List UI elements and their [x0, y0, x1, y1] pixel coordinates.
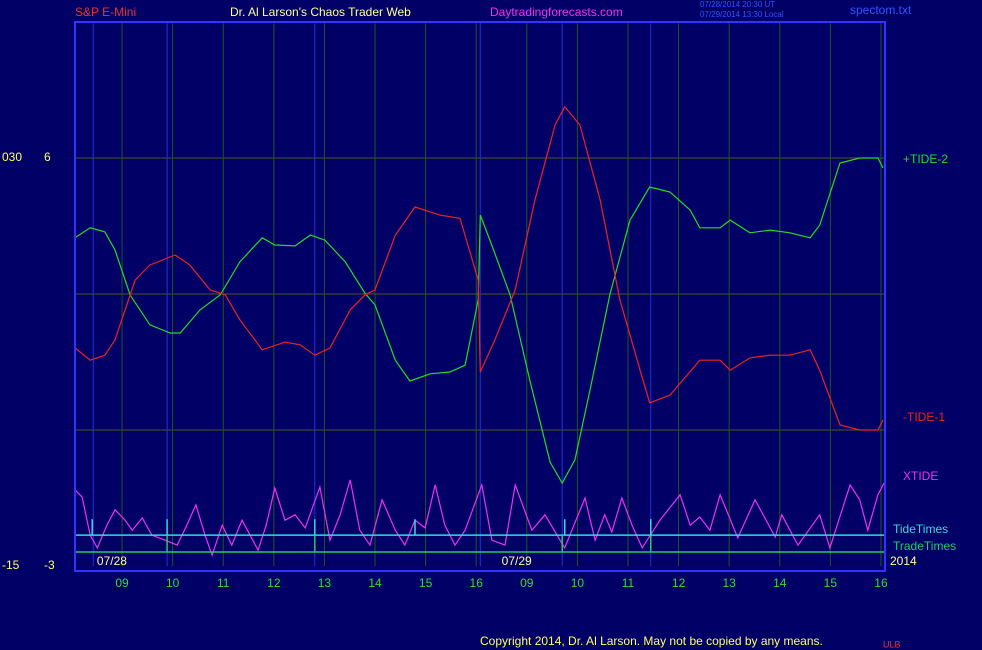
y-tick-label: -3 [44, 558, 55, 572]
legend-label: TideTimes [893, 522, 948, 536]
x-tick-label: 09 [520, 576, 534, 590]
x-tick-label: 10 [571, 576, 585, 590]
series-line [74, 105, 884, 431]
x-tick-label: 12 [267, 576, 281, 590]
time-local: 07/29/2014 13:30 Local [700, 10, 784, 19]
date-label: 07/29 [502, 554, 532, 568]
series-line [74, 479, 885, 557]
x-tick-label: 15 [824, 576, 838, 590]
series-line [74, 157, 884, 485]
date-label: 07/28 [97, 554, 127, 568]
symbol: S&P E-Mini [75, 5, 136, 19]
legend-label: XTIDE [903, 469, 938, 483]
time-ut: 07/28/2014 20:30 UT [700, 0, 775, 9]
legend-label: TradeTimes [893, 539, 956, 553]
x-tick-label: 16 [874, 576, 888, 590]
x-tick-label: 14 [368, 576, 382, 590]
site: Daytradingforecasts.com [490, 5, 623, 19]
copyright: Copyright 2014, Dr. Al Larson. May not b… [480, 634, 823, 648]
x-tick-label: 14 [773, 576, 787, 590]
x-tick-label: 09 [115, 576, 129, 590]
y-tick-label: 6 [44, 150, 51, 164]
x-tick-label: 10 [166, 576, 180, 590]
x-tick-label: 15 [419, 576, 433, 590]
tag: ULB [883, 639, 901, 649]
y-tick-label: -15 [2, 558, 20, 572]
file-name: spectom.txt [850, 3, 912, 17]
x-tick-label: 13 [722, 576, 736, 590]
x-tick-label: 12 [672, 576, 686, 590]
plot-border [74, 21, 886, 572]
legend-label: +TIDE-2 [903, 152, 948, 166]
header-title: Dr. Al Larson's Chaos Trader Web [230, 5, 411, 19]
year-label: 2014 [890, 554, 917, 568]
y-tick-label: 030 [2, 150, 22, 164]
x-tick-label: 11 [622, 576, 635, 590]
x-tick-label: 13 [318, 576, 332, 590]
x-tick-label: 11 [217, 576, 230, 590]
legend-label: -TIDE-1 [903, 410, 945, 424]
x-tick-label: 16 [470, 576, 484, 590]
